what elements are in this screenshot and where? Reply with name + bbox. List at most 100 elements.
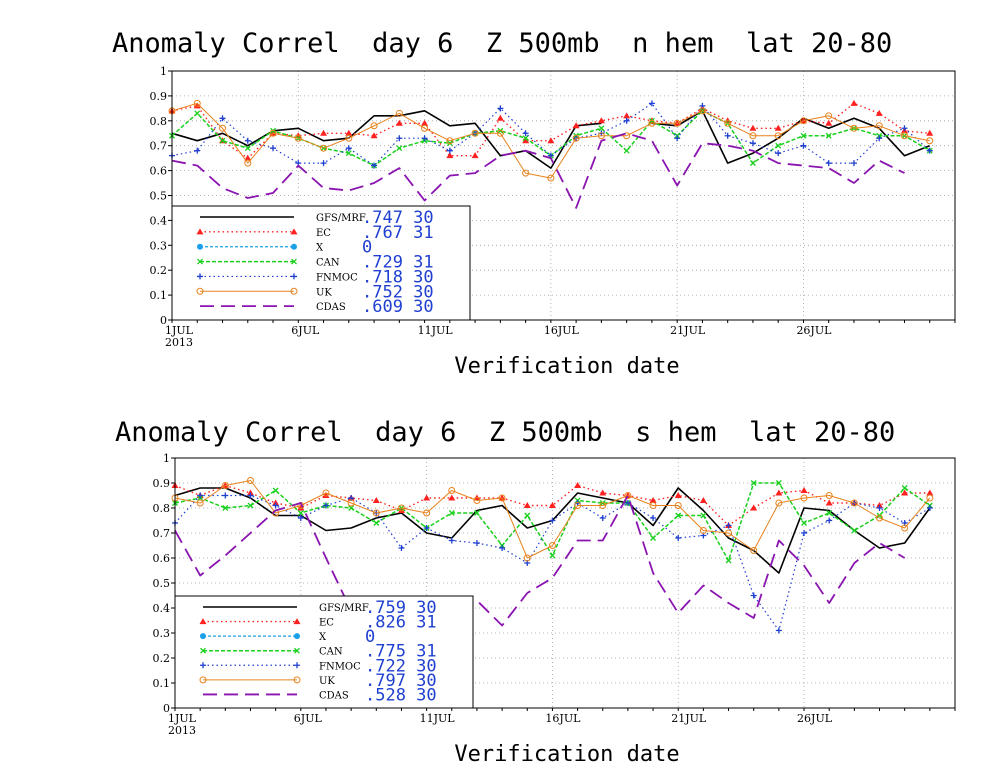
x-tick-label: 11JUL (420, 712, 456, 725)
data-point-uk (698, 107, 706, 115)
legend-stat: .718 30 (362, 267, 434, 287)
data-point-fnmoc (322, 502, 329, 509)
data-point-uk (322, 489, 330, 497)
legend-marker (290, 228, 298, 235)
data-point-ec (599, 489, 607, 496)
data-point-fnmoc (499, 545, 506, 551)
data-point-ec (572, 122, 580, 129)
y-tick-label: 0.2 (153, 652, 171, 665)
legend-marker (196, 228, 204, 235)
data-point-uk (926, 494, 934, 502)
data-point-ec (244, 154, 252, 161)
legend-marker (199, 676, 207, 684)
legend-entry-uk: UK .752 30 (196, 282, 434, 302)
series-fnmoc (172, 492, 933, 634)
legend-marker (291, 243, 297, 250)
legend-entry-fnmoc: FNMOC .718 30 (197, 267, 434, 287)
data-point-uk (624, 492, 632, 499)
data-point-ec (421, 119, 429, 126)
y-tick-label: 1 (163, 452, 170, 465)
data-point-can (396, 145, 403, 152)
data-point-fnmoc (270, 145, 277, 152)
legend-entry-can: CAN .729 31 (197, 253, 434, 273)
data-point-uk (345, 134, 353, 142)
data-point-ec (448, 494, 456, 501)
legend-stat: .759 30 (365, 598, 437, 618)
legend-entry-cdas: CDAS .528 30 (203, 685, 437, 705)
x-tick-sublabel: 2013 (165, 336, 193, 349)
data-point-can (675, 512, 682, 519)
data-point-uk (800, 494, 808, 502)
legend-box (174, 595, 474, 709)
data-point-can (598, 125, 605, 132)
data-point-fnmoc (549, 517, 556, 524)
chart-title: Anomaly Correl day 6 Z 500mb n hem lat 2… (112, 28, 892, 59)
legend-name: CAN (319, 647, 343, 658)
y-tick-label: 0.1 (150, 289, 168, 302)
data-point-can (775, 142, 782, 149)
data-point-uk (673, 119, 681, 127)
x-tick-label: 16JUL (544, 324, 580, 337)
y-tick-label: 0 (163, 702, 170, 715)
data-point-fnmoc (876, 135, 883, 142)
data-point-uk (926, 137, 934, 145)
data-point-can (826, 510, 833, 516)
y-tick-label: 0.3 (153, 627, 171, 640)
x-tick-label: 6JUL (294, 712, 323, 725)
data-point-uk (244, 159, 252, 167)
data-point-uk (395, 109, 403, 117)
data-point-uk (724, 119, 732, 127)
y-tick-label: 0.6 (150, 165, 168, 178)
data-point-can (497, 127, 504, 134)
data-point-fnmoc (222, 492, 229, 499)
data-point-ec (522, 137, 530, 144)
data-point-uk (674, 502, 682, 509)
data-point-uk (421, 124, 429, 132)
legend-marker (291, 273, 297, 280)
y-tick-label: 0.7 (150, 140, 168, 153)
data-point-can (194, 110, 201, 117)
data-point-uk (597, 132, 605, 140)
y-tick-label: 0.2 (150, 264, 168, 277)
legend-name: FNMOC (319, 661, 361, 672)
data-point-uk (193, 99, 201, 107)
data-point-fnmoc (674, 135, 681, 142)
data-point-uk (750, 547, 758, 554)
data-point-uk (397, 504, 405, 512)
x-tick-sublabel: 2013 (168, 724, 196, 737)
y-axis-ticks: 0 0.1 0.2 0.3 0.4 0.5 0.6 0.7 0.8 0.9 1 (150, 65, 172, 327)
x-tick-label: 1JUL (168, 712, 197, 725)
data-point-ec (875, 109, 883, 116)
legend-name: GFS/MRF (316, 213, 366, 224)
legend-name: CDAS (319, 690, 349, 701)
plot-frame (171, 70, 956, 321)
data-point-fnmoc (801, 530, 808, 536)
legend-stat: .775 31 (365, 642, 437, 662)
data-point-ec (926, 489, 934, 496)
data-point-uk (448, 487, 456, 494)
data-point-uk (246, 477, 254, 484)
data-point-ec (372, 497, 380, 503)
legend-stat: .767 31 (362, 223, 434, 243)
legend-entry-ec: EC .767 31 (196, 223, 434, 243)
data-point-uk (294, 134, 302, 142)
data-point-can (801, 520, 807, 526)
legend-entry-can: CAN .775 31 (200, 642, 437, 662)
data-point-fnmoc (599, 515, 606, 521)
y-tick-label: 0.6 (153, 552, 171, 565)
data-point-uk (699, 527, 707, 534)
y-tick-label: 0.7 (153, 527, 171, 540)
data-point-can (825, 132, 832, 139)
data-point-fnmoc (297, 515, 304, 521)
data-point-uk (825, 112, 833, 120)
data-point-can (373, 520, 380, 526)
data-point-ec (850, 99, 858, 106)
data-point-ec (699, 497, 707, 503)
data-point-ec (193, 102, 201, 109)
data-point-uk (850, 124, 858, 132)
data-point-ec (750, 504, 758, 511)
series-line-cdas (174, 494, 906, 644)
data-point-fnmoc (398, 545, 405, 551)
